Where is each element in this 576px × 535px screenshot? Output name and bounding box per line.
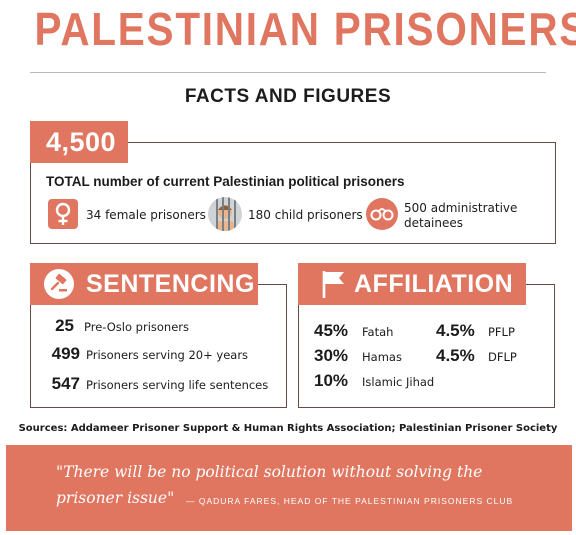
affiliation-percent: 45% bbox=[314, 321, 349, 340]
affiliation-name: PFLP bbox=[488, 325, 515, 339]
sentencing-number: 499 bbox=[51, 344, 80, 363]
sentencing-label: Pre-Oslo prisoners bbox=[84, 320, 190, 334]
affiliation-percent: 10% bbox=[314, 371, 349, 390]
affiliation-heading-tab: AFFILIATION bbox=[298, 263, 526, 305]
female-symbol-icon bbox=[48, 199, 78, 229]
total-number: 4,500 bbox=[30, 121, 128, 163]
sentencing-number: 547 bbox=[51, 374, 80, 393]
quote-text-line-2: prisoner issue" bbox=[56, 489, 175, 507]
administrative-detainees-stat: 500 administrative detainees bbox=[404, 201, 518, 230]
sentencing-label: Prisoners serving 20+ years bbox=[86, 348, 249, 362]
affiliation-heading: AFFILIATION bbox=[354, 270, 514, 298]
page-subtitle: FACTS AND FIGURES bbox=[184, 86, 392, 107]
female-prisoners-stat: 34 female prisoners bbox=[86, 208, 206, 222]
gavel-icon bbox=[44, 269, 74, 299]
title-divider bbox=[30, 72, 546, 73]
affiliation-percent: 4.5% bbox=[436, 321, 475, 340]
page-title: PALESTINIAN PRISONERS bbox=[34, 3, 576, 55]
sources-note: Sources: Addameer Prisoner Support & Hum… bbox=[18, 423, 558, 434]
affiliation-name: Islamic Jihad bbox=[362, 375, 435, 389]
child-prisoners-stat: 180 child prisoners bbox=[248, 208, 363, 222]
sentencing-label: Prisoners serving life sentences bbox=[86, 378, 269, 392]
affiliation-percent: 4.5% bbox=[436, 346, 475, 365]
quote-attribution: — QADURA FARES, HEAD OF THE PALESTINIAN … bbox=[186, 496, 514, 506]
total-description: TOTAL number of current Palestinian poli… bbox=[46, 174, 405, 189]
quote-banner: "There will be no political solution wit… bbox=[6, 445, 572, 531]
affiliation-name: DFLP bbox=[488, 350, 517, 364]
affiliation-name: Hamas bbox=[362, 350, 402, 364]
affiliation-percent: 30% bbox=[314, 346, 349, 365]
affiliation-name: Fatah bbox=[362, 325, 394, 339]
sentencing-number: 25 bbox=[55, 316, 74, 335]
quote-text-line-1: "There will be no political solution wit… bbox=[56, 463, 483, 481]
flag-icon bbox=[320, 269, 346, 306]
sentencing-heading-tab: SENTENCING bbox=[30, 263, 258, 305]
handcuffs-icon bbox=[366, 198, 398, 230]
sentencing-heading: SENTENCING bbox=[86, 270, 255, 298]
child-behind-bars-icon bbox=[208, 197, 242, 231]
